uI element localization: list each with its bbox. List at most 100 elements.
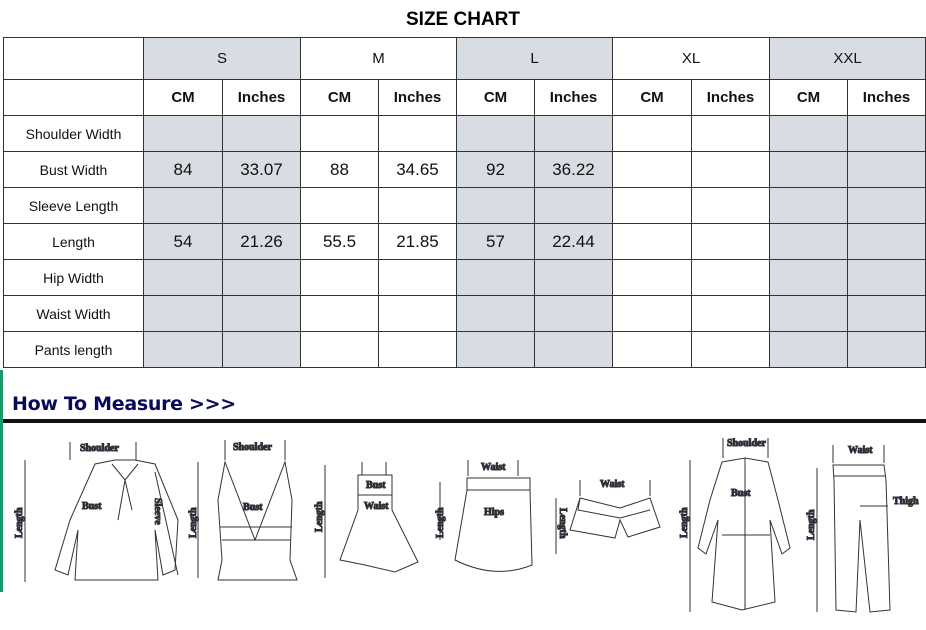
bust-label: Bust <box>243 502 263 513</box>
value-cell <box>534 187 613 224</box>
blouse-diagram: Shoulder Bust Sleeve Length <box>14 442 179 582</box>
unit-xl-inches: Inches <box>691 79 770 116</box>
value-cell: 22.44 <box>534 223 613 260</box>
value-cell <box>222 295 301 332</box>
value-cell <box>691 223 770 260</box>
value-cell <box>847 115 926 152</box>
unit-xl-cm: CM <box>612 79 692 116</box>
value-cell <box>222 331 301 368</box>
value-cell <box>769 223 848 260</box>
value-cell <box>378 331 457 368</box>
value-cell: 36.22 <box>534 151 613 188</box>
value-cell <box>769 259 848 296</box>
corner-cell <box>3 37 144 80</box>
accent-bar <box>0 370 3 592</box>
value-cell <box>222 259 301 296</box>
bust-label: Bust <box>731 488 751 499</box>
unit-l-inches: Inches <box>534 79 613 116</box>
unit-xxl-inches: Inches <box>847 79 926 116</box>
value-cell <box>456 187 535 224</box>
value-cell <box>612 331 692 368</box>
table-row: Sleeve Length <box>3 187 926 224</box>
size-xl: XL <box>612 37 770 80</box>
row-label: Sleeve Length <box>3 187 144 224</box>
bust-label: Bust <box>82 501 102 512</box>
value-cell <box>300 331 379 368</box>
size-m: M <box>300 37 457 80</box>
value-cell <box>300 295 379 332</box>
value-cell <box>222 115 301 152</box>
value-cell <box>456 331 535 368</box>
unit-s-inches: Inches <box>222 79 301 116</box>
thigh-label: Thigh <box>893 496 919 507</box>
value-cell <box>612 151 692 188</box>
value-cell <box>847 223 926 260</box>
corner-cell <box>3 79 144 116</box>
value-cell: 21.85 <box>378 223 457 260</box>
size-header-row: S M L XL XXL <box>3 37 926 80</box>
value-cell <box>143 331 223 368</box>
unit-m-inches: Inches <box>378 79 457 116</box>
value-cell: 88 <box>300 151 379 188</box>
value-cell <box>612 259 692 296</box>
length-label: Length <box>806 509 817 540</box>
unit-s-cm: CM <box>143 79 223 116</box>
unit-header-row: CM Inches CM Inches CM Inches CM Inches CM Inches <box>3 79 926 116</box>
value-cell <box>612 295 692 332</box>
value-cell <box>300 259 379 296</box>
value-cell <box>769 187 848 224</box>
value-cell <box>143 115 223 152</box>
row-label: Waist Width <box>3 295 144 332</box>
length-label: Length <box>314 501 325 532</box>
value-cell <box>612 187 692 224</box>
value-cell <box>456 115 535 152</box>
size-xxl: XXL <box>769 37 926 80</box>
waist-label: Waist <box>364 501 389 512</box>
value-cell: 92 <box>456 151 535 188</box>
divider <box>3 419 926 423</box>
value-cell <box>143 259 223 296</box>
value-cell <box>847 295 926 332</box>
value-cell <box>456 259 535 296</box>
value-cell: 57 <box>456 223 535 260</box>
value-cell <box>769 331 848 368</box>
value-cell <box>534 259 613 296</box>
length-label: Length <box>557 508 568 539</box>
row-label: Bust Width <box>3 151 144 188</box>
value-cell <box>691 259 770 296</box>
waist-label: Waist <box>481 462 506 473</box>
table-row: Hip Width <box>3 259 926 296</box>
hips-label: Hips <box>484 507 504 518</box>
value-cell <box>847 331 926 368</box>
row-label: Length <box>3 223 144 260</box>
measurement-diagrams: Shoulder Bust Sleeve Length Shoulder Bus… <box>14 438 920 613</box>
length-label: Length <box>14 507 25 538</box>
value-cell <box>691 295 770 332</box>
shoulder-label: Shoulder <box>233 442 272 453</box>
waist-label: Waist <box>600 479 625 490</box>
waist-label: Waist <box>848 445 873 456</box>
length-label: Length <box>435 507 446 538</box>
unit-xxl-cm: CM <box>769 79 848 116</box>
length-label: Length <box>679 507 690 538</box>
value-cell <box>769 295 848 332</box>
value-cell: 21.26 <box>222 223 301 260</box>
value-cell <box>847 259 926 296</box>
value-cell <box>691 115 770 152</box>
sleeve-label: Sleeve <box>152 498 163 525</box>
value-cell: 84 <box>143 151 223 188</box>
value-cell <box>378 115 457 152</box>
row-label: Hip Width <box>3 259 144 296</box>
shorts-diagram: Waist Length <box>555 479 661 554</box>
value-cell <box>378 259 457 296</box>
value-cell <box>143 295 223 332</box>
shoulder-label: Shoulder <box>80 443 119 454</box>
pants-diagram: Waist Thigh Length <box>806 445 920 613</box>
coat-diagram: Shoulder Bust Length <box>679 438 791 612</box>
value-cell <box>456 295 535 332</box>
value-cell <box>691 331 770 368</box>
unit-l-cm: CM <box>456 79 535 116</box>
size-l: L <box>456 37 613 80</box>
value-cell <box>534 295 613 332</box>
table-row: Length 54 21.26 55.5 21.85 57 22.44 <box>3 223 926 260</box>
